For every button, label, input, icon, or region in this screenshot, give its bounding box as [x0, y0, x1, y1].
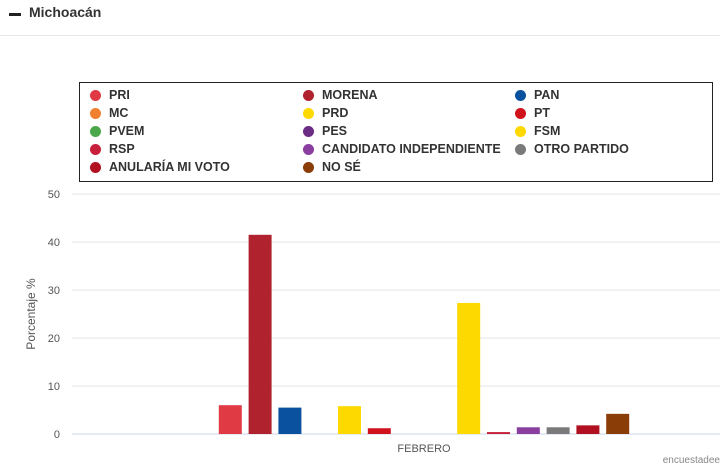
legend-swatch [90, 89, 101, 101]
bar-candidato-independiente [516, 427, 540, 434]
legend-item[interactable]: PAN [515, 87, 559, 103]
minus-icon[interactable] [9, 13, 21, 16]
legend-label: PVEM [109, 124, 145, 138]
x-tick-label: FEBRERO [397, 443, 451, 455]
bar-rsp [487, 432, 510, 434]
page-title: Michoacán [29, 4, 102, 20]
legend-swatch [515, 125, 526, 137]
legend-item[interactable]: ANULARÍA MI VOTO [90, 159, 230, 175]
legend-label: CANDIDATO INDEPENDIENTE [322, 142, 501, 156]
legend-swatch [515, 107, 526, 119]
chart-legend: PRI MORENA PAN MC PRD PT PVEM PES FSM RSP CANDIDAT… [79, 82, 713, 182]
legend-item[interactable]: OTRO PARTIDO [515, 141, 629, 157]
legend-item[interactable]: PRI [90, 87, 130, 103]
legend-swatch [303, 143, 314, 155]
legend-swatch [303, 107, 314, 119]
legend-label: OTRO PARTIDO [534, 142, 629, 156]
bar-pan [278, 407, 302, 434]
bar-pt [367, 428, 391, 434]
legend-swatch [90, 107, 101, 119]
y-tick-label: 40 [48, 237, 60, 249]
legend-label: RSP [109, 142, 135, 156]
legend-item[interactable]: NO SÉ [303, 159, 361, 175]
legend-label: PES [322, 124, 348, 138]
legend-item[interactable]: PVEM [90, 123, 144, 139]
bar-anular-a-mi-voto [576, 425, 600, 434]
legend-item[interactable]: PRD [303, 105, 348, 121]
bar-fsm [457, 302, 481, 434]
bar-morena [248, 234, 272, 434]
legend-swatch [303, 125, 314, 137]
bar-prd [338, 406, 361, 434]
panel-header: Michoacán [0, 0, 720, 36]
legend-label: PAN [534, 88, 560, 102]
legend-swatch [303, 161, 314, 173]
legend-swatch [90, 125, 101, 137]
y-tick-label: 10 [48, 381, 60, 393]
legend-item[interactable]: FSM [515, 123, 560, 139]
legend-item[interactable]: PT [515, 105, 550, 121]
legend-label: PT [534, 106, 550, 120]
legend-item[interactable]: RSP [90, 141, 135, 157]
legend-swatch [90, 161, 101, 173]
legend-swatch [303, 89, 314, 101]
legend-item[interactable]: MC [90, 105, 128, 121]
y-tick-label: 0 [54, 429, 60, 441]
bar-no-s- [606, 413, 630, 434]
legend-label: MC [109, 106, 129, 120]
bar-pri [218, 405, 242, 434]
legend-label: PRI [109, 88, 130, 102]
y-axis-title: Porcentaje % [24, 278, 38, 350]
legend-label: MORENA [322, 88, 378, 102]
y-tick-label: 20 [48, 333, 60, 345]
legend-item[interactable]: PES [303, 123, 347, 139]
legend-label: FSM [534, 124, 561, 138]
y-tick-label: 30 [48, 285, 60, 297]
legend-item[interactable]: MORENA [303, 87, 378, 103]
legend-item[interactable]: CANDIDATO INDEPENDIENTE [303, 141, 501, 157]
legend-swatch [515, 89, 526, 101]
legend-label: NO SÉ [322, 160, 361, 174]
credit-text: encuestadee [662, 455, 720, 466]
legend-label: ANULARÍA MI VOTO [109, 160, 230, 174]
y-tick-label: 50 [48, 189, 60, 201]
bar-otro-partido [546, 427, 570, 434]
legend-label: PRD [322, 106, 349, 120]
legend-swatch [515, 143, 526, 155]
legend-swatch [90, 143, 101, 155]
